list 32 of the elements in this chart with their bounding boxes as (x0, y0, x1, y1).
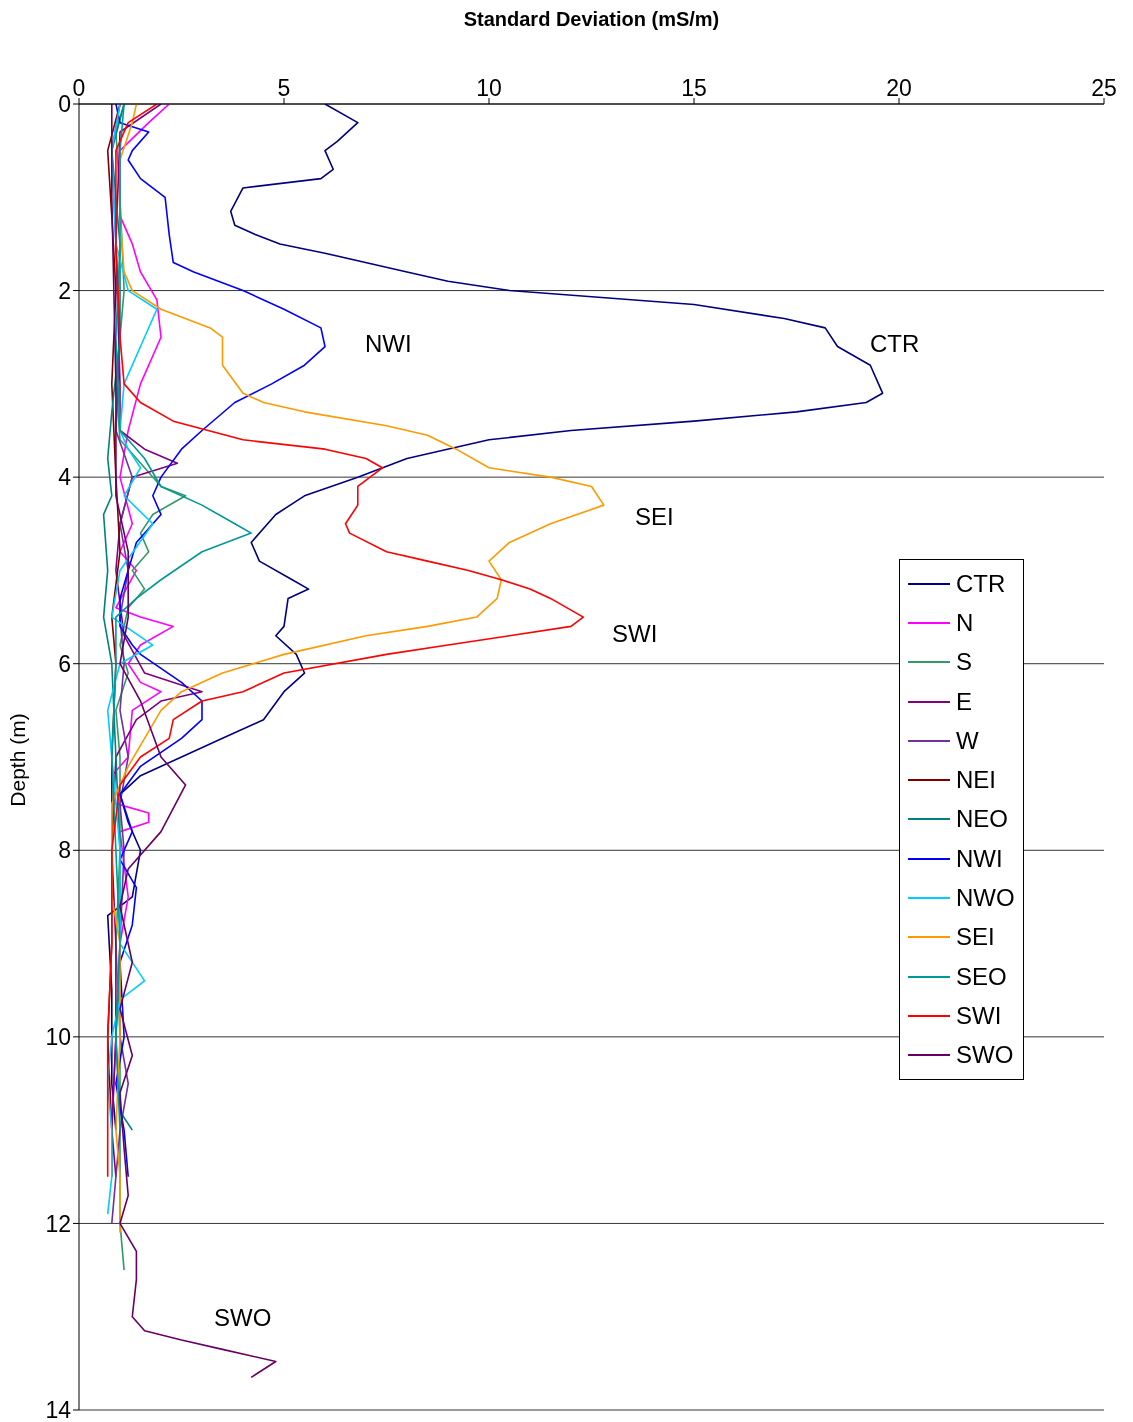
x-tick-label: 10 (476, 75, 502, 101)
legend-label: N (956, 608, 974, 637)
annotation: SEI (635, 503, 674, 531)
legend-label: SWO (956, 1041, 1014, 1070)
legend-label: CTR (956, 569, 1006, 598)
annotation: SWO (214, 1304, 272, 1332)
x-tick-label: 5 (277, 75, 291, 101)
legend-label: NEO (956, 805, 1009, 834)
x-tick-label: 25 (1091, 75, 1117, 101)
legend-label: S (956, 648, 973, 677)
x-axis-title: Standard Deviation (mS/m) (462, 8, 721, 31)
annotation: NWI (365, 330, 412, 358)
y-tick-label: 10 (45, 1024, 71, 1051)
y-tick-label: 6 (58, 650, 71, 677)
y-tick-label: 2 (58, 277, 71, 304)
legend-label: NEI (956, 766, 997, 795)
legend-label: E (956, 687, 973, 716)
legend-label: SEO (956, 962, 1007, 991)
legend-label: NWO (956, 884, 1015, 913)
annotation: SWI (612, 620, 658, 648)
y-axis-title: Depth (m) (6, 712, 30, 809)
y-tick-label: 8 (58, 837, 71, 864)
legend-label: SWI (956, 1001, 1002, 1030)
legend-label: W (956, 726, 979, 755)
annotation: CTR (870, 330, 920, 358)
x-tick-label: 15 (681, 75, 707, 101)
y-tick-label: 4 (58, 464, 72, 491)
x-tick-label: 20 (886, 75, 912, 101)
y-tick-label: 12 (45, 1210, 71, 1237)
legend-label: SEI (956, 923, 995, 952)
legend-label: NWI (956, 844, 1003, 873)
y-tick-label: 14 (45, 1397, 72, 1422)
